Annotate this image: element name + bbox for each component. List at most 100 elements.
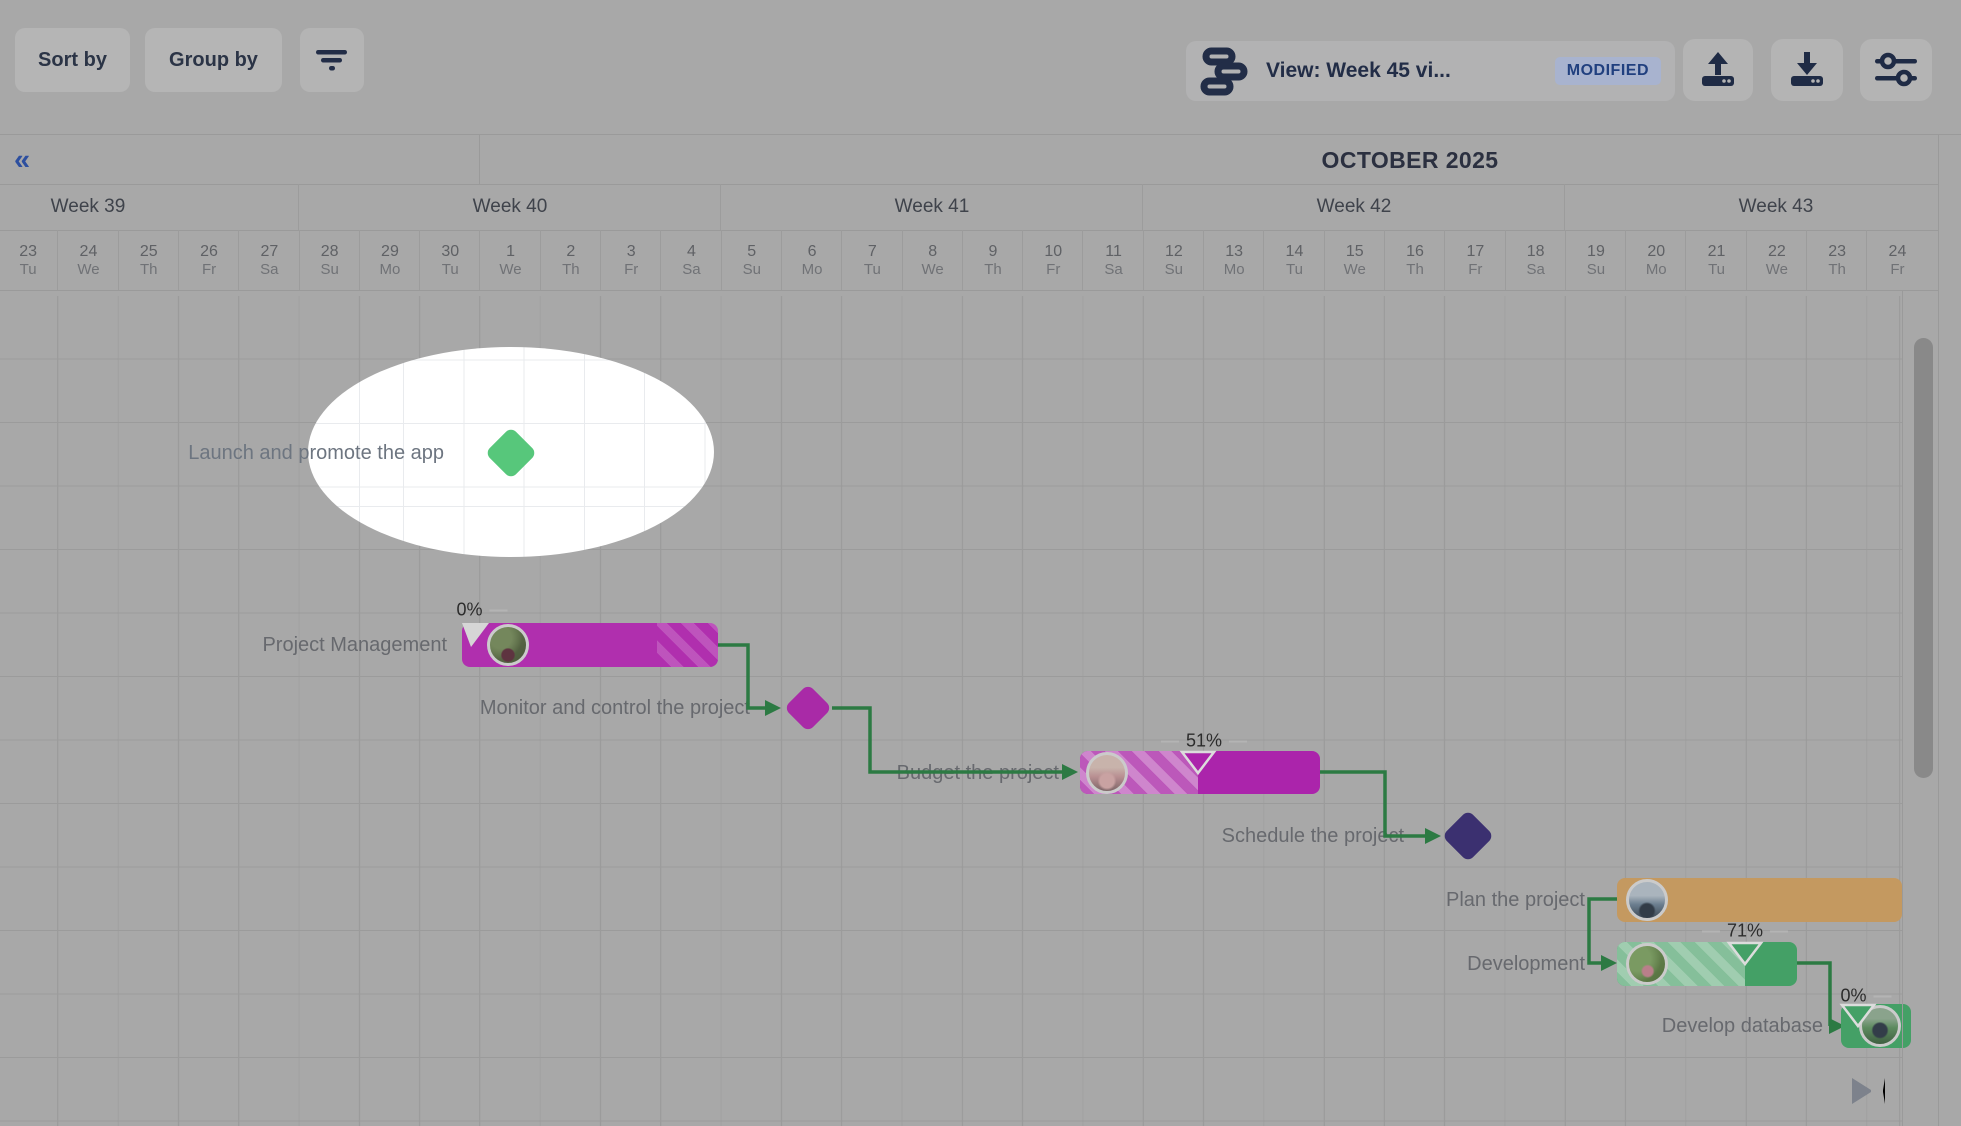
day-number-label: 24 bbox=[1888, 242, 1907, 260]
day-number-label: 30 bbox=[441, 242, 460, 260]
day-number-label: 16 bbox=[1406, 242, 1424, 260]
day-weekday-label: Fr bbox=[1468, 260, 1483, 278]
day-number-label: 15 bbox=[1345, 242, 1364, 260]
vertical-scrollbar-thumb[interactable] bbox=[1914, 338, 1933, 778]
day-number-label: 10 bbox=[1044, 242, 1063, 260]
day-number-label: 4 bbox=[686, 242, 696, 260]
modified-badge: MODIFIED bbox=[1554, 57, 1661, 85]
day-header-cell: 22 We bbox=[1745, 230, 1807, 290]
week-header-label: Week 43 bbox=[1738, 196, 1814, 217]
chart-right-border bbox=[1902, 290, 1903, 1126]
day-number-label: 23 bbox=[1828, 242, 1847, 260]
view-selector-button[interactable]: View: Week 45 vi... MODIFIED bbox=[1186, 41, 1675, 101]
week-day-border bbox=[0, 230, 1938, 231]
assignee-avatar-plan[interactable] bbox=[1626, 879, 1668, 921]
month-divider bbox=[479, 134, 480, 184]
filter-button[interactable] bbox=[300, 28, 364, 92]
day-header-cell: 16 Th bbox=[1383, 230, 1445, 290]
day-weekday-label: Su bbox=[1164, 260, 1184, 278]
day-header-cell: 14 Tu bbox=[1263, 230, 1324, 290]
day-weekday-label: Th bbox=[562, 260, 580, 278]
day-weekday-label: Fr bbox=[201, 260, 217, 278]
assignee-avatar-budget[interactable] bbox=[1086, 751, 1128, 794]
day-weekday-label: Mo bbox=[801, 260, 823, 278]
day-weekday-label: We bbox=[499, 260, 522, 278]
day-header-cell: 10 Fr bbox=[1022, 230, 1083, 290]
day-header-cell: 27 Sa bbox=[238, 230, 299, 290]
day-weekday-label: Th bbox=[1828, 260, 1846, 278]
day-number-label: 23 bbox=[19, 242, 38, 260]
day-weekday-label: Su bbox=[1586, 260, 1606, 278]
day-weekday-label: Fr bbox=[624, 260, 639, 278]
day-number-label: 29 bbox=[381, 242, 399, 260]
day-number-label: 7 bbox=[867, 242, 877, 260]
day-weekday-label: Mo bbox=[1223, 260, 1245, 278]
download-button[interactable] bbox=[1771, 39, 1843, 101]
scroll-back-icon[interactable]: « bbox=[8, 140, 48, 180]
upload-button[interactable] bbox=[1683, 39, 1753, 101]
day-number-label: 14 bbox=[1285, 242, 1304, 260]
day-weekday-label: We bbox=[77, 260, 100, 278]
week-header-cell: Week 39 bbox=[0, 184, 299, 230]
week-header-label: Week 41 bbox=[894, 196, 970, 217]
panel-right-border bbox=[1938, 134, 1939, 1126]
day-header-cell: 4 Sa bbox=[660, 230, 721, 290]
day-weekday-label: Fr bbox=[1046, 260, 1061, 278]
day-weekday-label: Th bbox=[139, 260, 158, 278]
day-weekday-label: Su bbox=[742, 260, 761, 278]
day-header-cell: 11 Sa bbox=[1082, 230, 1143, 290]
day-number-label: 18 bbox=[1526, 242, 1545, 260]
month-week-border bbox=[0, 184, 1938, 185]
day-number-label: 12 bbox=[1164, 242, 1183, 260]
day-header-cell: 25 Th bbox=[117, 230, 179, 290]
day-weekday-label: Sa bbox=[682, 260, 701, 278]
day-weekday-label: Tu bbox=[19, 260, 37, 278]
upload-icon bbox=[1698, 50, 1738, 90]
filter-icon bbox=[315, 48, 349, 72]
assignee-avatar-develop-database[interactable] bbox=[1859, 1005, 1901, 1047]
week-header-cell: Week 42 bbox=[1142, 184, 1565, 230]
day-number-label: 2 bbox=[566, 242, 576, 260]
group-by-button[interactable]: Group by bbox=[145, 28, 282, 92]
day-header-cell: 18 Sa bbox=[1504, 230, 1566, 290]
day-header-cell: 9 Th bbox=[961, 230, 1023, 290]
week-header-label: Week 39 bbox=[50, 196, 126, 217]
layout-views-icon bbox=[1200, 46, 1254, 96]
day-weekday-label: We bbox=[1343, 260, 1366, 278]
day-number-label: 26 bbox=[200, 242, 218, 260]
settings-sliders-button[interactable] bbox=[1860, 39, 1932, 101]
day-header-cell: 30 Tu bbox=[419, 230, 480, 290]
week-header-cell: Week 40 bbox=[298, 184, 721, 230]
day-number-label: 21 bbox=[1707, 242, 1726, 260]
day-header-cell: 1 We bbox=[479, 230, 540, 290]
day-header-cell: 8 We bbox=[901, 230, 963, 290]
day-header-cell: 2 Th bbox=[539, 230, 601, 290]
gantt-grid bbox=[0, 296, 1902, 1126]
day-header-cell: 5 Su bbox=[720, 230, 782, 290]
day-weekday-label: Mo bbox=[379, 260, 401, 278]
task-bar-segment bbox=[657, 623, 718, 667]
day-number-label: 11 bbox=[1105, 242, 1122, 260]
assignee-avatar-development[interactable] bbox=[1626, 943, 1668, 985]
day-header-cell: 24 We bbox=[57, 230, 118, 290]
day-header-cell: 17 Fr bbox=[1444, 230, 1505, 290]
day-number-label: 19 bbox=[1587, 242, 1605, 260]
sliders-icon bbox=[1873, 51, 1919, 89]
day-header-cell: 7 Tu bbox=[841, 230, 902, 290]
download-icon bbox=[1787, 50, 1827, 90]
day-number-label: 24 bbox=[79, 242, 98, 260]
day-weekday-label: Mo bbox=[1645, 260, 1667, 278]
day-header-cell: 29 Mo bbox=[358, 230, 420, 290]
scroll-forward-icon[interactable] bbox=[1852, 1078, 1885, 1104]
day-number-label: 17 bbox=[1466, 242, 1485, 260]
day-weekday-label: Sa bbox=[1526, 260, 1545, 278]
day-number-label: 6 bbox=[807, 242, 817, 260]
assignee-avatar-project-management[interactable] bbox=[487, 624, 529, 666]
day-weekday-label: We bbox=[921, 260, 944, 278]
day-number-label: 20 bbox=[1647, 242, 1666, 260]
sort-by-button[interactable]: Sort by bbox=[15, 28, 130, 92]
day-number-label: 3 bbox=[626, 242, 636, 260]
week-header-label: Week 42 bbox=[1316, 196, 1392, 217]
month-label: OCTOBER 2025 bbox=[1321, 147, 1499, 173]
week-header-cell: Week 41 bbox=[720, 184, 1143, 230]
